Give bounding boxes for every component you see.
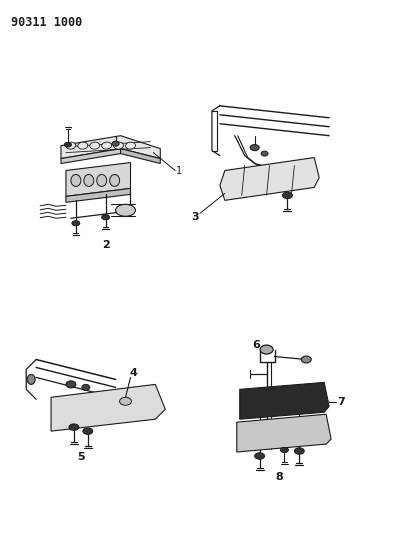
Polygon shape: [66, 188, 130, 203]
Ellipse shape: [260, 345, 272, 354]
Polygon shape: [236, 414, 330, 452]
Ellipse shape: [27, 375, 35, 384]
Ellipse shape: [72, 221, 80, 226]
Ellipse shape: [82, 384, 90, 390]
Text: 3: 3: [191, 212, 198, 222]
Ellipse shape: [78, 142, 87, 149]
Ellipse shape: [109, 174, 119, 187]
Ellipse shape: [102, 142, 111, 149]
Ellipse shape: [301, 356, 311, 363]
Ellipse shape: [64, 142, 71, 147]
Text: 6: 6: [252, 340, 260, 350]
Polygon shape: [120, 149, 160, 164]
Ellipse shape: [66, 381, 76, 388]
Ellipse shape: [254, 453, 264, 459]
Polygon shape: [61, 136, 160, 158]
Polygon shape: [239, 382, 328, 419]
Text: 1: 1: [176, 166, 182, 176]
Ellipse shape: [294, 448, 304, 454]
Ellipse shape: [69, 424, 79, 430]
Ellipse shape: [260, 151, 267, 156]
Text: 4: 4: [129, 368, 137, 378]
Ellipse shape: [112, 141, 119, 146]
Ellipse shape: [282, 192, 292, 199]
Text: 7: 7: [336, 397, 344, 407]
Text: 2: 2: [102, 240, 109, 250]
Polygon shape: [66, 163, 130, 196]
Ellipse shape: [101, 215, 109, 220]
Ellipse shape: [66, 142, 76, 149]
Polygon shape: [220, 158, 318, 200]
Ellipse shape: [90, 142, 100, 149]
Ellipse shape: [83, 428, 92, 434]
Text: 8: 8: [275, 472, 283, 482]
Ellipse shape: [280, 447, 288, 453]
Ellipse shape: [115, 204, 135, 216]
Polygon shape: [61, 149, 120, 164]
Ellipse shape: [119, 397, 131, 405]
Ellipse shape: [249, 144, 258, 151]
Polygon shape: [51, 384, 165, 431]
Ellipse shape: [83, 174, 94, 187]
Text: 90311 1000: 90311 1000: [11, 17, 82, 29]
Ellipse shape: [125, 142, 135, 149]
Text: 5: 5: [77, 452, 85, 462]
Ellipse shape: [113, 142, 123, 149]
Ellipse shape: [96, 174, 107, 187]
Ellipse shape: [71, 174, 81, 187]
